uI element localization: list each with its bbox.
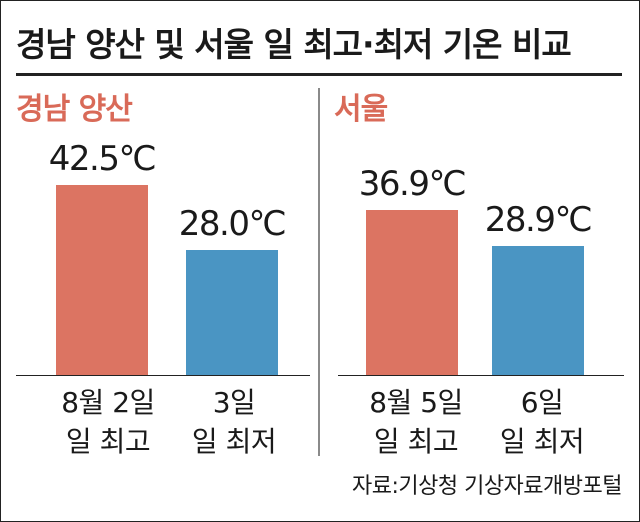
value-label: 28.0℃ (178, 203, 287, 244)
bar-low-seoul (492, 245, 584, 375)
category-date: 3일 (212, 386, 256, 419)
category-type: 일 최고 (65, 425, 151, 458)
category-type: 일 최저 (499, 425, 585, 458)
panel-title-seoul: 서울 (334, 92, 388, 127)
category-date: 8월 5일 (369, 386, 463, 419)
value-label: 36.9℃ (358, 164, 467, 205)
baseline (338, 375, 624, 376)
category-type: 일 최저 (191, 425, 277, 458)
panel-title-yangsan: 경남 양산 (16, 92, 133, 127)
baseline (16, 375, 310, 376)
category-date: 6일 (520, 386, 564, 419)
category-label: 8월 5일 일 최고 (341, 383, 491, 461)
source-note: 자료:기상청 기상자료개방포털 (351, 474, 623, 499)
bar-low-yangsan (186, 249, 278, 375)
category-label: 3일 일 최저 (159, 383, 309, 461)
category-label: 6일 일 최저 (467, 383, 617, 461)
bar-high-yangsan (56, 185, 148, 375)
value-label: 42.5℃ (48, 139, 157, 179)
title-rule (16, 73, 622, 76)
bar-high-seoul (366, 210, 458, 375)
value-label: 28.9℃ (484, 199, 593, 240)
category-label: 8월 2일 일 최고 (33, 383, 183, 461)
panel-divider (318, 88, 320, 456)
chart-title: 경남 양산 및 서울 일 최고·최저 기온 비교 (16, 25, 572, 64)
category-date: 8월 2일 (61, 386, 155, 419)
category-type: 일 최고 (373, 425, 459, 458)
